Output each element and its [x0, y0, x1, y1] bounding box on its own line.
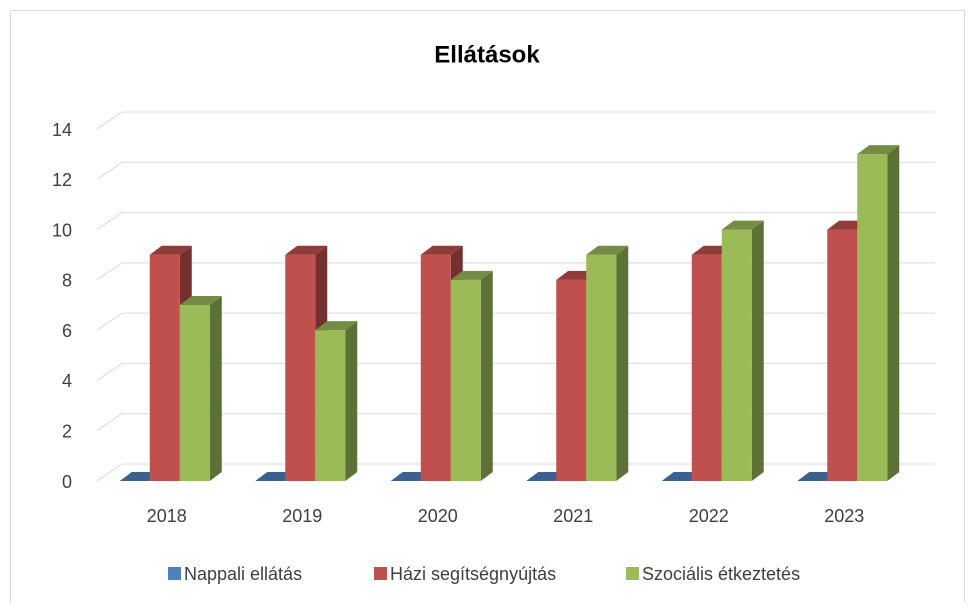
bar-side: [480, 270, 493, 481]
grid-line-side: [96, 262, 123, 281]
bar-side: [616, 245, 629, 481]
bar: [586, 254, 617, 481]
bar: [827, 229, 858, 481]
bar-top: [857, 145, 900, 155]
legend-swatch: [374, 567, 387, 580]
bar: [556, 279, 587, 481]
grid-line-side: [96, 312, 123, 331]
legend-swatch: [168, 567, 181, 580]
bar: [450, 279, 481, 481]
x-tick-label: 2022: [689, 506, 729, 526]
x-tick-label: 2023: [824, 506, 864, 526]
bar: [179, 305, 210, 481]
y-tick-label: 4: [62, 371, 72, 391]
y-tick-label: 10: [52, 220, 72, 240]
bar-top: [315, 321, 358, 331]
legend-label: Nappali ellátás: [184, 564, 302, 584]
grid-line-side: [96, 212, 123, 230]
y-tick-label: 6: [62, 321, 72, 341]
bar-side: [751, 220, 764, 482]
x-tick-label: 2021: [553, 506, 593, 526]
y-tick-label: 8: [62, 271, 72, 291]
bar: [857, 154, 888, 481]
grid-line-side: [96, 463, 123, 482]
grid-line-side: [96, 161, 123, 180]
bar-top: [420, 245, 463, 255]
y-tick-label: 2: [62, 421, 72, 441]
bar-top: [179, 296, 222, 305]
bar: [420, 254, 451, 481]
legend-label: Szociális étkeztetés: [642, 564, 800, 584]
x-tick-label: 2020: [418, 506, 458, 526]
grid-line-side: [96, 413, 123, 432]
x-tick-label: 2019: [282, 506, 322, 526]
bar-top: [586, 245, 629, 255]
bar: [285, 254, 316, 481]
bar: [315, 330, 346, 481]
bar-top: [721, 220, 764, 230]
bar-top: [285, 245, 328, 255]
grid-line-side: [96, 363, 123, 381]
bar-side: [887, 145, 900, 481]
y-tick-label: 14: [52, 120, 72, 140]
bar: [149, 254, 180, 481]
bar-side: [209, 296, 222, 481]
legend-label: Házi segítségnyújtás: [390, 564, 556, 584]
grid-line-side: [96, 111, 123, 130]
x-tick-label: 2018: [147, 506, 187, 526]
bar-top: [450, 270, 493, 280]
legend-swatch: [626, 567, 639, 580]
bar: [721, 229, 752, 481]
bar-top: [149, 245, 192, 255]
bar: [691, 254, 722, 481]
bar-side: [345, 321, 358, 481]
y-tick-label: 0: [62, 472, 72, 492]
chart-title: Ellátások: [434, 41, 540, 68]
y-tick-label: 12: [52, 170, 72, 190]
